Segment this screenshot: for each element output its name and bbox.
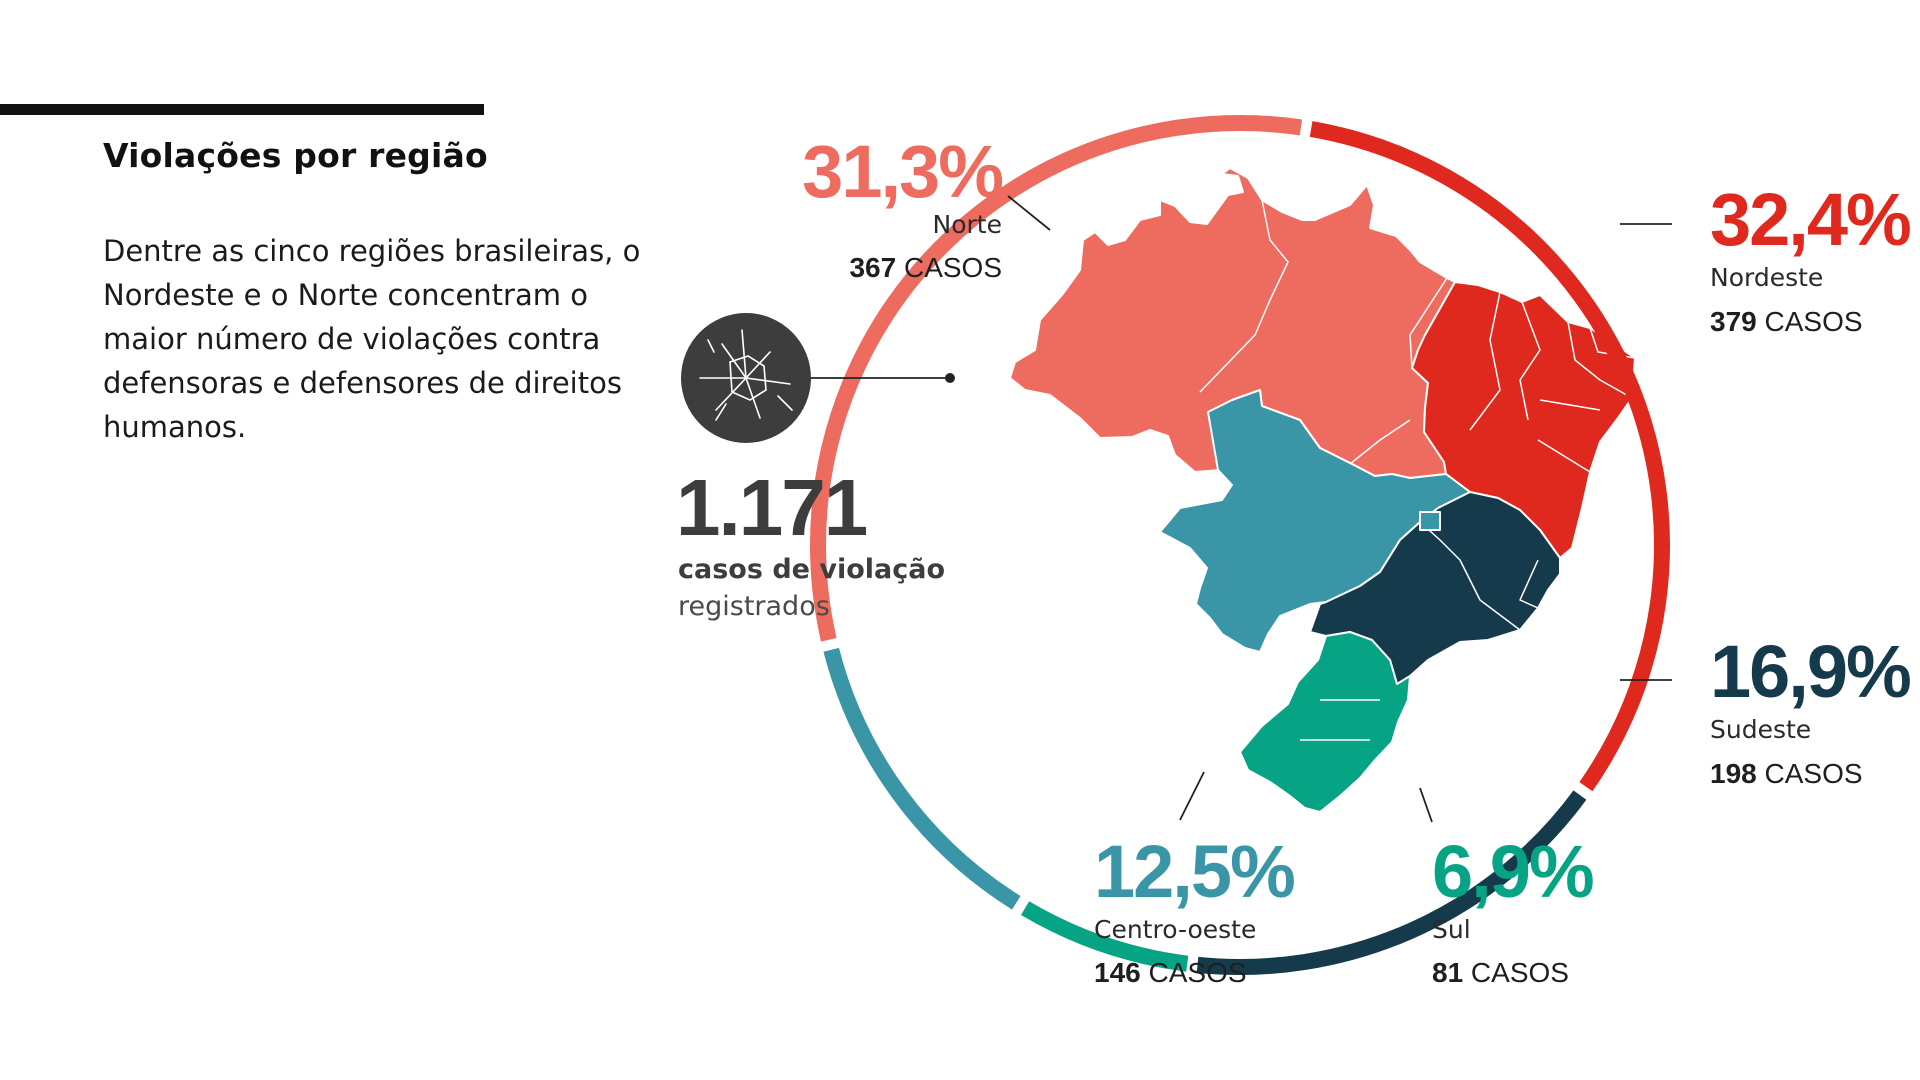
ring-arc-nordeste (1309, 121, 1670, 792)
cases-count-norte: 367 (849, 252, 896, 283)
ring-arc-centro-oeste (823, 647, 1021, 910)
cases-suffix-nordeste: CASOS (1757, 306, 1863, 337)
ring (810, 115, 1670, 975)
total-label-line1: casos de violação (678, 554, 945, 585)
total-value: 1.171 (676, 463, 867, 552)
ring-arc-sudeste (1196, 790, 1587, 975)
cases-sudeste: 198 CASOS (1710, 758, 1863, 789)
cases-suffix-sul: CASOS (1463, 957, 1569, 988)
cases-suffix-centro-oeste: CASOS (1141, 957, 1247, 988)
region-labels: 32,4%Nordeste 379 CASOS 16,9%Sudeste 198 CA… (802, 130, 1912, 988)
percent-centro-oeste: 12,5% (1094, 830, 1294, 913)
map-region-sul (1239, 631, 1411, 813)
total-label-line2: registrados (678, 591, 830, 622)
cases-nordeste: 379 CASOS (1710, 306, 1863, 337)
region-name-sudeste: Sudeste (1710, 715, 1811, 744)
cases-centro-oeste: 146 CASOS (1094, 957, 1247, 988)
map-state-borders (1199, 199, 1636, 741)
leader-centro-oeste (1179, 771, 1205, 821)
ring-arc-sul (1020, 901, 1189, 972)
percent-sul: 6,9% (1432, 830, 1593, 913)
brazil-map (1009, 167, 1636, 813)
leader-total-dot (945, 373, 955, 383)
region-name-nordeste: Nordeste (1710, 263, 1823, 292)
map-region-nordeste (1411, 281, 1636, 559)
percent-sudeste: 16,9% (1710, 630, 1910, 713)
map-federal-district (1419, 511, 1441, 531)
leader-lines (808, 195, 1672, 823)
top-rule (0, 104, 484, 115)
region-name-centro-oeste: Centro-oeste (1094, 915, 1256, 944)
cases-norte: 367 CASOS (849, 252, 1002, 283)
leader-sul (1419, 787, 1433, 823)
cases-count-centro-oeste: 146 (1094, 957, 1141, 988)
intro-paragraph: Dentre as cinco regiões brasileiras, o N… (103, 234, 641, 444)
cases-suffix-sudeste: CASOS (1757, 758, 1863, 789)
cases-count-nordeste: 379 (1710, 306, 1757, 337)
region-name-norte: Norte (933, 210, 1002, 239)
percent-nordeste: 32,4% (1710, 178, 1910, 261)
leader-norte (1007, 195, 1051, 231)
cases-count-sul: 81 (1432, 957, 1463, 988)
cases-sul: 81 CASOS (1432, 957, 1569, 988)
cracked-glass-icon (681, 313, 811, 443)
cases-count-sudeste: 198 (1710, 758, 1757, 789)
ring-arc-norte (810, 115, 1303, 642)
page-title: Violações por região (103, 136, 488, 175)
cases-suffix-norte: CASOS (896, 252, 1002, 283)
region-name-sul: Sul (1432, 915, 1471, 944)
percent-norte: 31,3% (802, 130, 1002, 213)
